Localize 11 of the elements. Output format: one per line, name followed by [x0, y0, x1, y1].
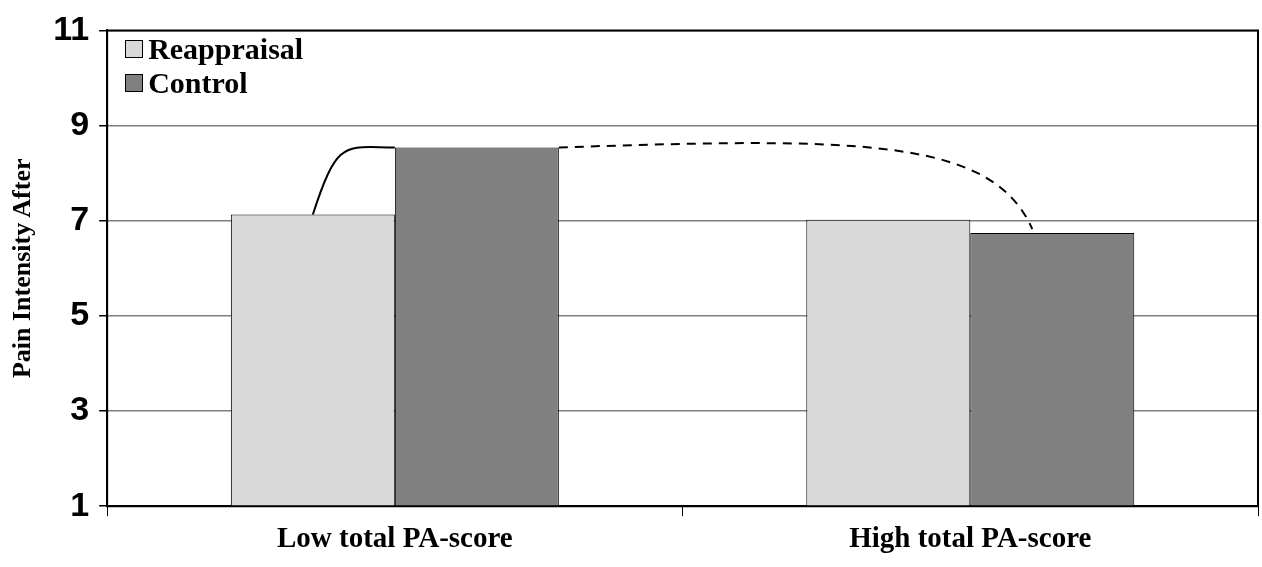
y-tick-label: 7 — [70, 199, 90, 238]
y-tick-label: 3 — [70, 389, 90, 428]
x-tick-label: Low total PA-score — [277, 521, 513, 554]
x-tick-label: High total PA-score — [849, 521, 1092, 554]
y-tick-label: 9 — [70, 103, 90, 142]
legend-label: Control — [148, 66, 248, 101]
legend-label: Reappraisal — [148, 32, 304, 67]
y-axis-title: Pain Intensity After — [7, 158, 37, 379]
y-tick-label: 11 — [53, 8, 90, 47]
y-tick-label: 1 — [70, 484, 90, 523]
y-tick-label: 5 — [70, 294, 90, 333]
